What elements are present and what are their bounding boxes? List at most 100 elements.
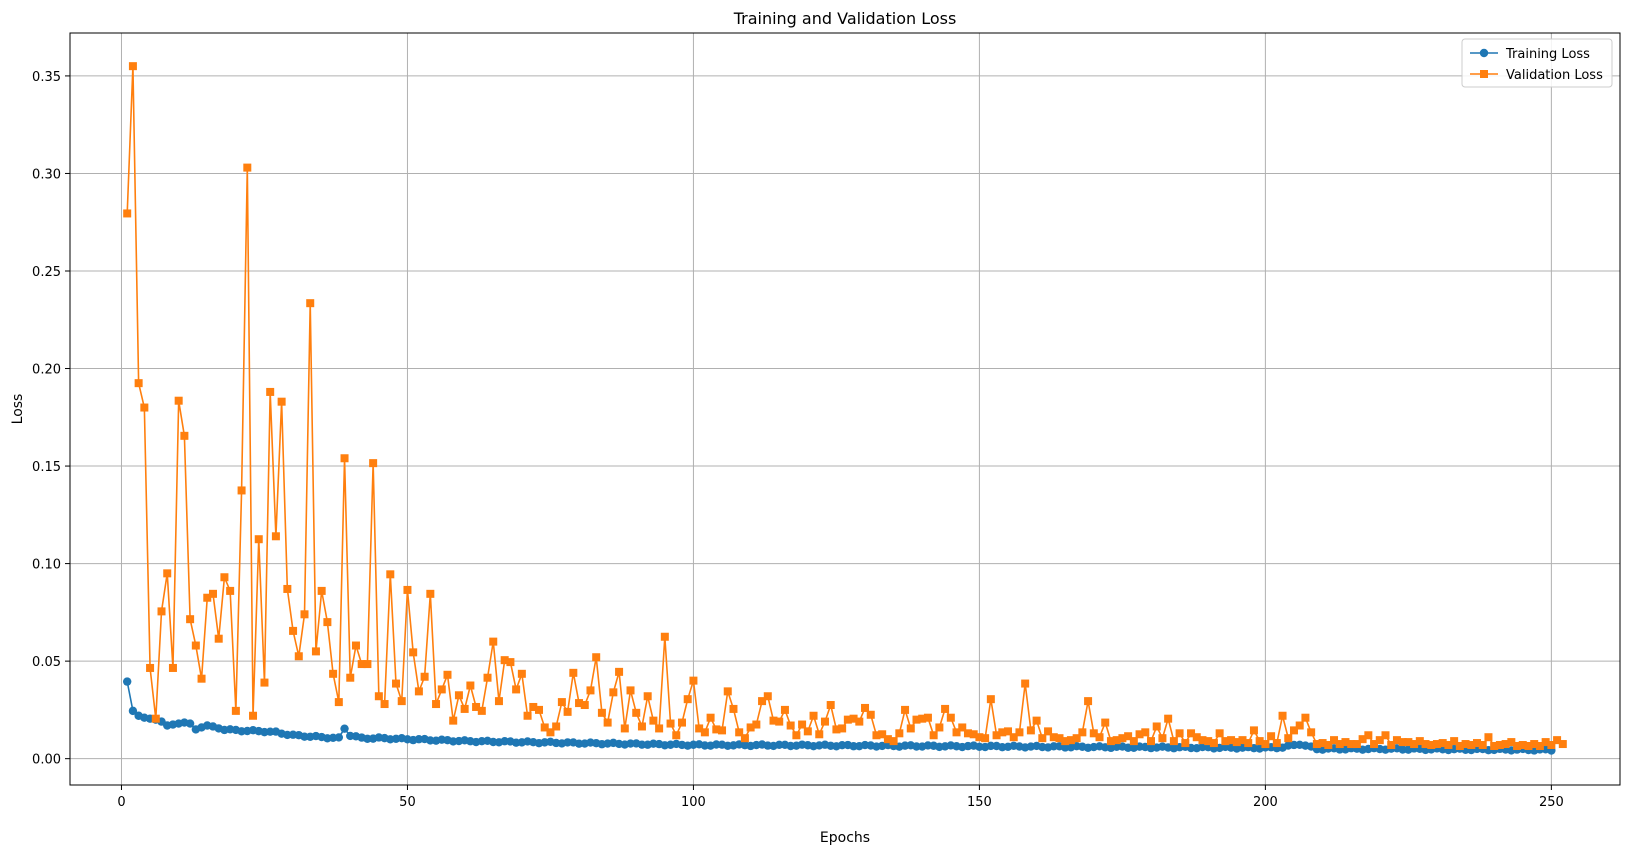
data-point	[889, 737, 898, 746]
data-point	[1535, 741, 1544, 750]
data-point	[649, 716, 658, 725]
data-point	[460, 704, 469, 713]
data-point	[843, 715, 852, 724]
data-point	[392, 679, 401, 688]
data-point	[1352, 740, 1361, 749]
data-point	[185, 719, 195, 728]
data-point	[1484, 733, 1493, 742]
data-point	[1438, 739, 1447, 748]
data-point	[1192, 733, 1201, 742]
data-point	[1398, 738, 1407, 747]
data-point	[306, 299, 315, 308]
data-point	[1164, 714, 1173, 723]
data-point	[1330, 736, 1339, 745]
x-tick-label: 50	[399, 795, 416, 810]
data-point	[603, 718, 612, 727]
data-point	[826, 701, 835, 710]
data-point	[197, 674, 206, 683]
data-point	[203, 593, 212, 602]
data-point	[346, 673, 355, 682]
legend-marker	[1479, 48, 1489, 58]
data-point	[769, 716, 778, 725]
data-point	[271, 532, 280, 541]
data-point	[1141, 728, 1150, 737]
data-point	[855, 717, 864, 726]
data-point	[334, 698, 343, 707]
data-point	[134, 379, 143, 388]
y-tick-label: 0.30	[32, 167, 61, 182]
y-axis-ticks: 0.00 0.05 0.10 0.15 0.20 0.25 0.30 0.35	[32, 70, 70, 768]
data-point	[1255, 737, 1264, 746]
data-point	[1021, 679, 1030, 688]
data-point	[763, 692, 772, 701]
data-point	[1364, 731, 1373, 740]
data-point	[1427, 741, 1436, 750]
data-point	[1318, 739, 1327, 748]
data-point	[414, 687, 423, 696]
data-point	[803, 727, 812, 736]
data-point	[1055, 734, 1064, 743]
data-point	[1215, 729, 1224, 738]
data-point	[1004, 727, 1013, 736]
data-point	[1267, 732, 1276, 741]
data-point	[609, 688, 618, 697]
data-point	[666, 719, 675, 728]
data-point	[1272, 739, 1281, 748]
data-point	[380, 700, 389, 709]
data-point	[923, 713, 932, 722]
data-point	[557, 698, 566, 707]
data-point	[157, 607, 166, 616]
data-point	[775, 717, 784, 726]
data-point	[1524, 741, 1533, 750]
data-point	[122, 677, 132, 686]
data-point	[849, 714, 858, 723]
data-point	[1089, 729, 1098, 738]
y-tick-label: 0.00	[32, 753, 61, 768]
data-point	[123, 209, 132, 218]
data-point	[1221, 737, 1230, 746]
data-point	[740, 734, 749, 743]
y-tick-label: 0.35	[32, 70, 61, 85]
data-point	[220, 573, 229, 582]
data-point	[878, 730, 887, 739]
data-point	[1124, 732, 1133, 741]
legend-item: Validation Loss	[1470, 68, 1603, 83]
data-point	[1518, 741, 1527, 750]
data-point	[1038, 734, 1047, 743]
x-tick-label: 0	[117, 795, 125, 810]
data-point	[1015, 728, 1024, 737]
data-point	[260, 678, 269, 687]
legend-label: Training Loss	[1505, 47, 1590, 62]
data-point	[1381, 731, 1390, 740]
legend-box	[1461, 38, 1613, 88]
data-point	[563, 707, 572, 716]
data-point	[786, 721, 795, 730]
data-point	[357, 660, 366, 669]
data-point	[403, 585, 412, 594]
data-point	[151, 714, 160, 723]
data-point	[655, 724, 664, 733]
data-point	[1507, 738, 1516, 747]
data-point	[1044, 727, 1053, 736]
data-point	[575, 699, 584, 708]
data-point	[637, 722, 646, 731]
data-point	[1513, 741, 1522, 750]
data-point	[706, 713, 715, 722]
data-point	[866, 710, 875, 719]
data-point	[208, 589, 217, 598]
data-point	[374, 692, 383, 701]
data-point	[981, 734, 990, 743]
data-point	[901, 705, 910, 714]
data-point	[168, 663, 177, 672]
data-point	[237, 486, 246, 495]
data-point	[952, 728, 961, 737]
data-point	[517, 669, 526, 678]
data-point	[1387, 741, 1396, 750]
y-tick-label: 0.15	[32, 460, 61, 475]
data-point	[483, 673, 492, 682]
data-point	[832, 725, 841, 734]
data-point	[340, 454, 349, 463]
data-point	[277, 397, 286, 406]
data-point	[512, 685, 521, 694]
